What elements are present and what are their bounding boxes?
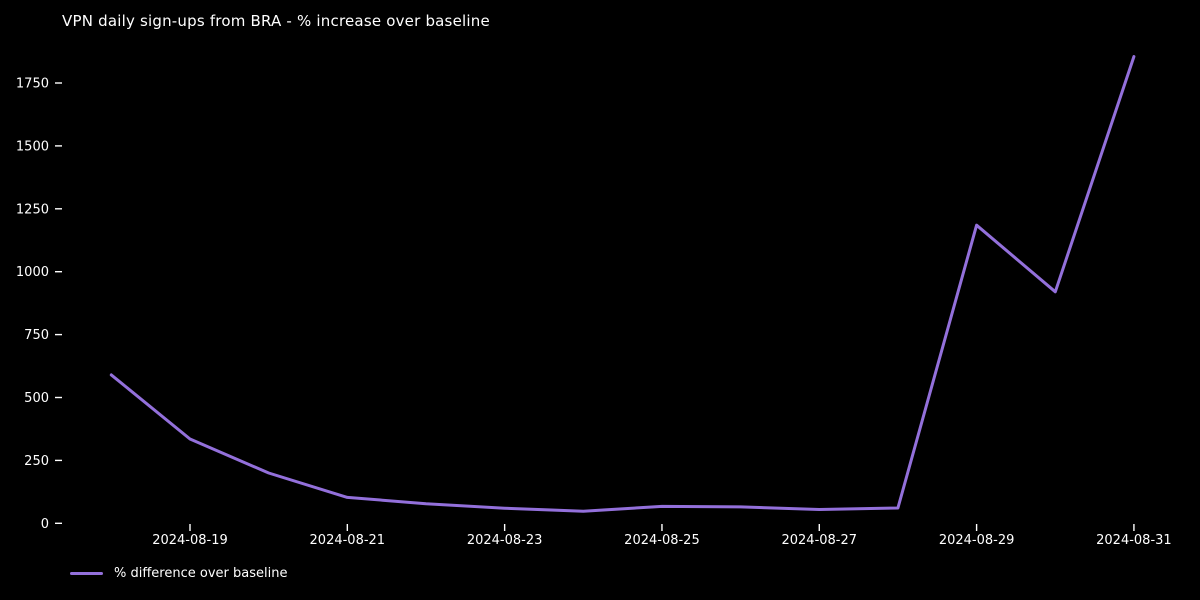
y-tick-label: 750 [24,328,49,343]
y-tick-label: 1000 [16,265,49,280]
legend: % difference over baseline [70,566,287,581]
y-tick-label: 500 [24,391,49,406]
x-tick-label: 2024-08-31 [1096,533,1172,548]
x-tick-label: 2024-08-21 [310,533,386,548]
x-tick-label: 2024-08-25 [624,533,700,548]
x-tick-label: 2024-08-29 [939,533,1015,548]
y-tick-label: 250 [24,454,49,469]
y-tick-label: 1750 [16,77,49,92]
y-tick-label: 1500 [16,139,49,154]
chart-title: VPN daily sign-ups from BRA - % increase… [62,12,490,30]
legend-line-swatch [70,572,103,575]
x-tick-label: 2024-08-27 [781,533,857,548]
x-tick-label: 2024-08-23 [467,533,543,548]
y-tick-label: 1250 [16,202,49,217]
y-tick-label: 0 [41,517,49,532]
x-tick-label: 2024-08-19 [152,533,228,548]
legend-label: % difference over baseline [114,566,288,581]
series-line [109,55,1136,513]
